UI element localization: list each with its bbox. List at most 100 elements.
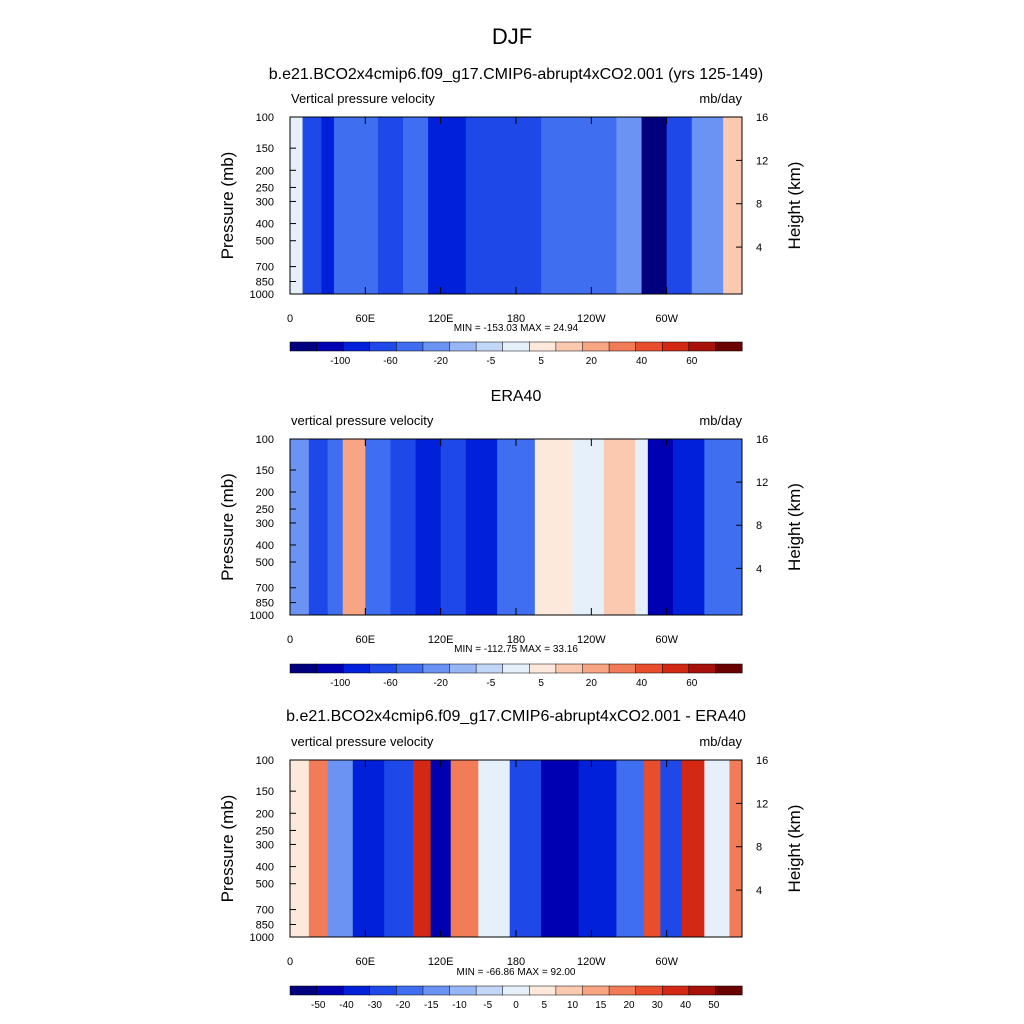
heatmap-field [290, 117, 743, 294]
panel-title: b.e21.BCO2x4cmip6.f09_g17.CMIP6-abrupt4x… [286, 708, 746, 725]
y-tick-label: 700 [256, 583, 274, 595]
colorbar-box [396, 663, 424, 674]
colorbar-box [688, 663, 716, 674]
y-tick-label: 200 [256, 808, 274, 820]
field-band [352, 760, 385, 937]
field-band [660, 760, 683, 937]
panel-title: b.e21.BCO2x4cmip6.f09_g17.CMIP6-abrupt4x… [269, 66, 763, 83]
colorbar-box [369, 663, 397, 674]
field-band [390, 439, 417, 615]
chart-panel-3: b.e21.BCO2x4cmip6.f09_g17.CMIP6-abrupt4x… [218, 708, 804, 1011]
field-band [333, 117, 354, 294]
field-band [352, 117, 379, 294]
field-band [430, 760, 452, 937]
x-tick-label: 60E [356, 634, 376, 646]
y2-tick-label: 8 [756, 199, 762, 211]
colorbar-box [715, 663, 743, 674]
colorbar-box [369, 985, 397, 996]
x-tick-label: 0 [287, 956, 293, 968]
y2-tick-label: 8 [756, 842, 762, 854]
y-tick-label: 300 [256, 839, 274, 851]
colorbar-label: 40 [636, 678, 648, 689]
colorbar-box [422, 341, 451, 352]
colorbar-label: 20 [586, 678, 598, 689]
y-tick-label: 400 [256, 862, 274, 874]
colorbar-box [661, 663, 690, 674]
colorbar-box [502, 341, 530, 352]
field-band [603, 439, 636, 615]
colorbar-box [715, 341, 743, 352]
panel-right-label: mb/day [699, 734, 742, 749]
colorbar-label: 40 [680, 1000, 692, 1011]
colorbar-label: 60 [686, 678, 698, 689]
colorbar-box [316, 985, 344, 996]
field-band [365, 439, 391, 615]
colorbar-label: -5 [486, 678, 495, 689]
colorbar-box [449, 985, 477, 996]
field-band [572, 439, 605, 615]
panel-left-label: vertical pressure velocity [291, 413, 434, 428]
colorbar-label: -60 [383, 678, 398, 689]
colorbar-label: 0 [513, 1000, 519, 1011]
colorbar-label: -60 [383, 356, 398, 367]
colorbar: -50 -40 -30 -20 -15 -10 -5 0 5 10 15 20 30 40 50 [289, 985, 743, 1011]
panel-left-label: vertical pressure velocity [291, 734, 434, 749]
colorbar-box [529, 341, 557, 352]
colorbar-label: -100 [330, 356, 350, 367]
field-band [428, 117, 467, 294]
y-tick-label: 500 [256, 879, 274, 891]
field-band [672, 439, 705, 615]
panel-title: ERA40 [491, 388, 542, 405]
y2-tick-label: 16 [756, 434, 768, 446]
field-band [723, 117, 743, 294]
colorbar-label: -30 [368, 1000, 383, 1011]
field-band [377, 117, 404, 294]
field-band [704, 760, 730, 937]
field-band [308, 760, 329, 937]
colorbar-label: 5 [538, 678, 544, 689]
y-tick-label: 200 [256, 487, 274, 499]
colorbar-label: -10 [452, 1000, 467, 1011]
y-tick-label: 250 [256, 182, 274, 194]
colorbar-label: -20 [433, 678, 448, 689]
colorbar-box [715, 985, 743, 996]
colorbar-box [369, 341, 397, 352]
field-band [704, 439, 743, 615]
colorbar-box [475, 341, 504, 352]
colorbar-box [316, 663, 344, 674]
colorbar-label: -20 [396, 1000, 411, 1011]
colorbar-box [449, 341, 477, 352]
x-tick-label: 60W [655, 956, 678, 968]
x-tick-label: 120E [428, 313, 454, 325]
field-band [616, 117, 643, 294]
x-tick-label: 180 [507, 956, 525, 968]
x-tick-label: 120W [577, 313, 606, 325]
y2-tick-label: 8 [756, 520, 762, 532]
panel-stats: MIN = -153.03 MAX = 24.94 [454, 323, 579, 334]
field-band [635, 439, 649, 615]
colorbar-label: 10 [567, 1000, 579, 1011]
chart-panel-1: b.e21.BCO2x4cmip6.f09_g17.CMIP6-abrupt4x… [218, 66, 804, 367]
x-tick-label: 0 [287, 313, 293, 325]
y2-tick-label: 12 [756, 155, 768, 167]
colorbar-box [502, 663, 530, 674]
field-band [327, 760, 354, 937]
colorbar-label: 60 [686, 356, 698, 367]
colorbar-label: 40 [636, 356, 648, 367]
colorbar: -100 -60 -20 -5 5 20 40 60 [289, 341, 743, 367]
field-band [541, 117, 580, 294]
field-band [450, 760, 479, 937]
colorbar-box [449, 663, 477, 674]
y2-tick-label: 16 [756, 112, 768, 124]
y2-axis-label: Height (km) [785, 483, 804, 571]
y-tick-label: 250 [256, 825, 274, 837]
y-tick-label: 150 [256, 465, 274, 477]
field-band [503, 117, 542, 294]
field-band [647, 439, 674, 615]
colorbar-label: -50 [311, 1000, 326, 1011]
y2-tick-label: 16 [756, 755, 768, 767]
colorbar-box [635, 985, 663, 996]
heatmap-field [290, 760, 743, 937]
colorbar-label: 30 [652, 1000, 664, 1011]
